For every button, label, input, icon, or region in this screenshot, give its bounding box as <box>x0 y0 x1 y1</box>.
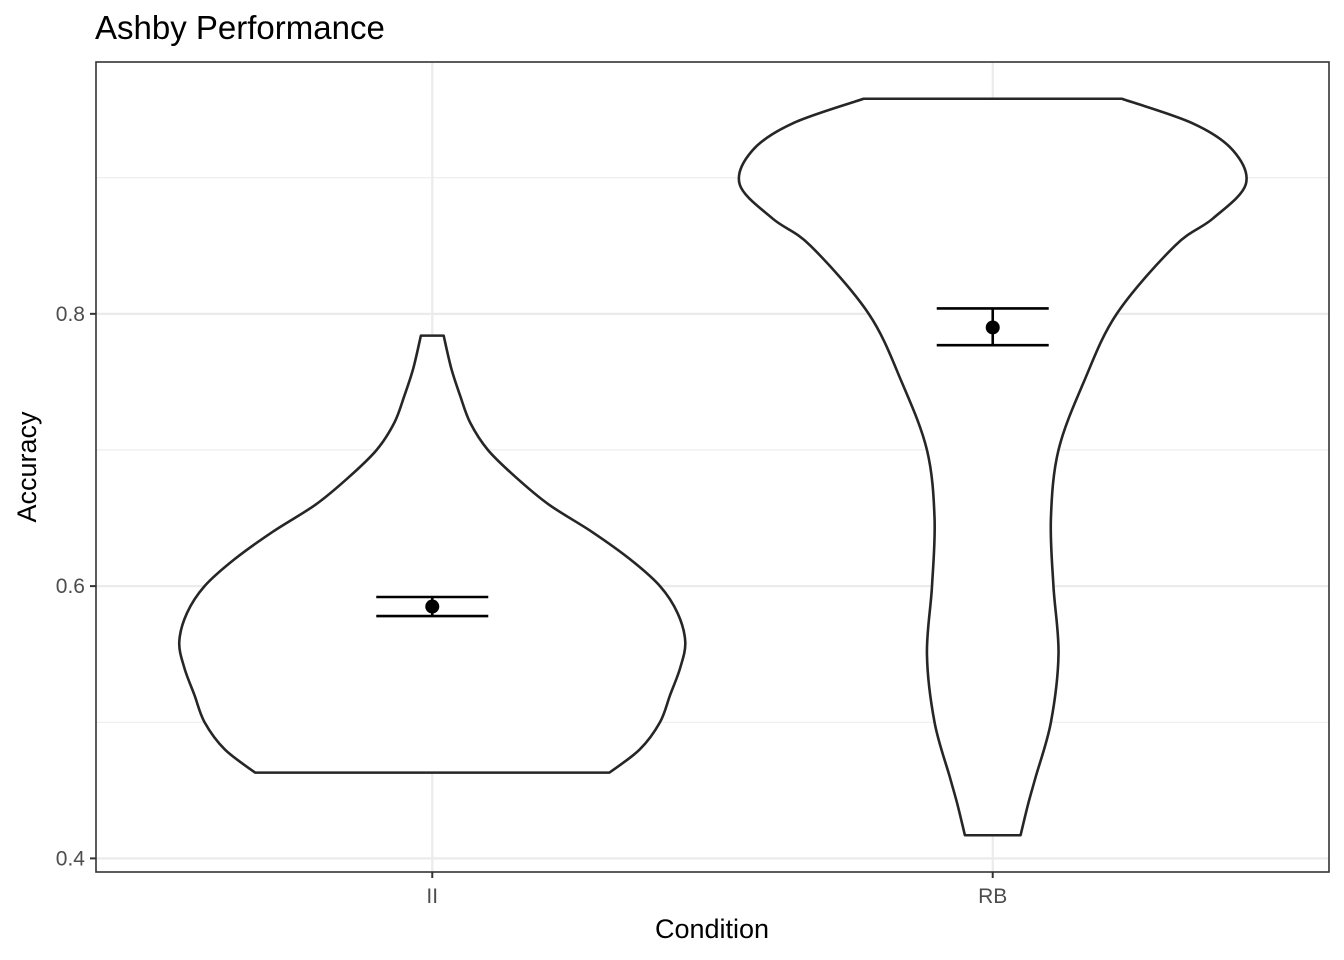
panel-border <box>95 61 1330 873</box>
mean-error-bars <box>376 307 1049 618</box>
x-axis-title: Condition <box>655 914 769 944</box>
y-tick-label: 0.4 <box>56 847 86 870</box>
mean-point <box>985 320 1000 335</box>
x-axis-ticks: II RB <box>426 872 1007 908</box>
y-tick-label: 0.6 <box>56 575 85 598</box>
chart-title: Ashby Performance <box>95 9 385 46</box>
y-axis-ticks: 0.4 0.6 0.8 <box>56 303 96 870</box>
y-axis-title: Accuracy <box>12 411 42 523</box>
violin-ii <box>177 334 687 774</box>
mean-point <box>425 599 440 614</box>
y-tick-label: 0.8 <box>56 303 85 326</box>
violins <box>177 97 1248 837</box>
violin-rb <box>737 97 1248 837</box>
x-tick-label: II <box>426 885 438 908</box>
x-tick-label: RB <box>978 885 1007 908</box>
